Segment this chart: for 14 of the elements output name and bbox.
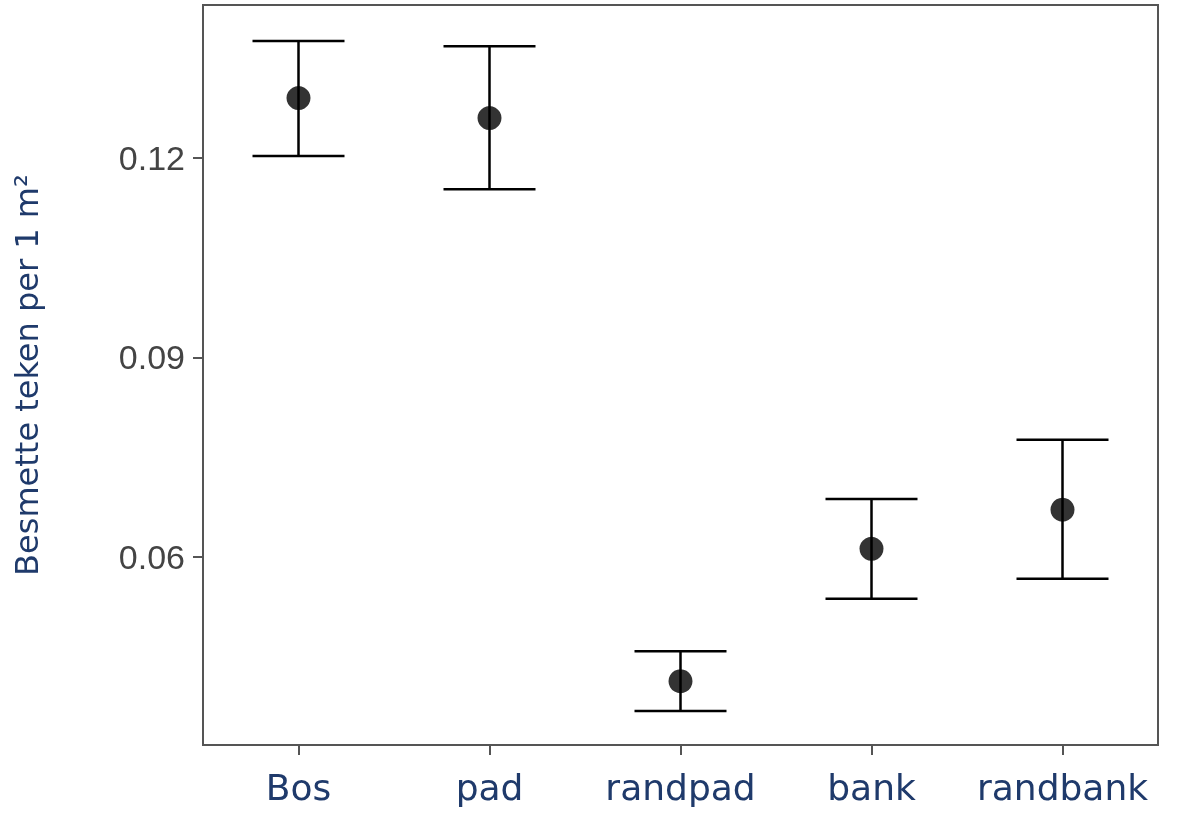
x-tick-label: pad bbox=[455, 766, 524, 808]
point bbox=[859, 536, 884, 561]
point bbox=[477, 106, 502, 131]
x-tick-label: randbank bbox=[976, 766, 1149, 808]
point bbox=[1050, 497, 1075, 522]
y-axis-title: Besmette teken per 1 m² bbox=[8, 174, 46, 576]
y-tick-label: 0.09 bbox=[118, 338, 185, 377]
x-tick-label: Bos bbox=[265, 766, 332, 808]
x-tick-label: bank bbox=[827, 766, 916, 808]
point bbox=[286, 86, 311, 111]
y-tick-label: 0.06 bbox=[118, 537, 185, 576]
point bbox=[668, 669, 693, 694]
y-tick-label: 0.12 bbox=[118, 138, 185, 177]
x-tick-label: randpad bbox=[605, 766, 756, 808]
